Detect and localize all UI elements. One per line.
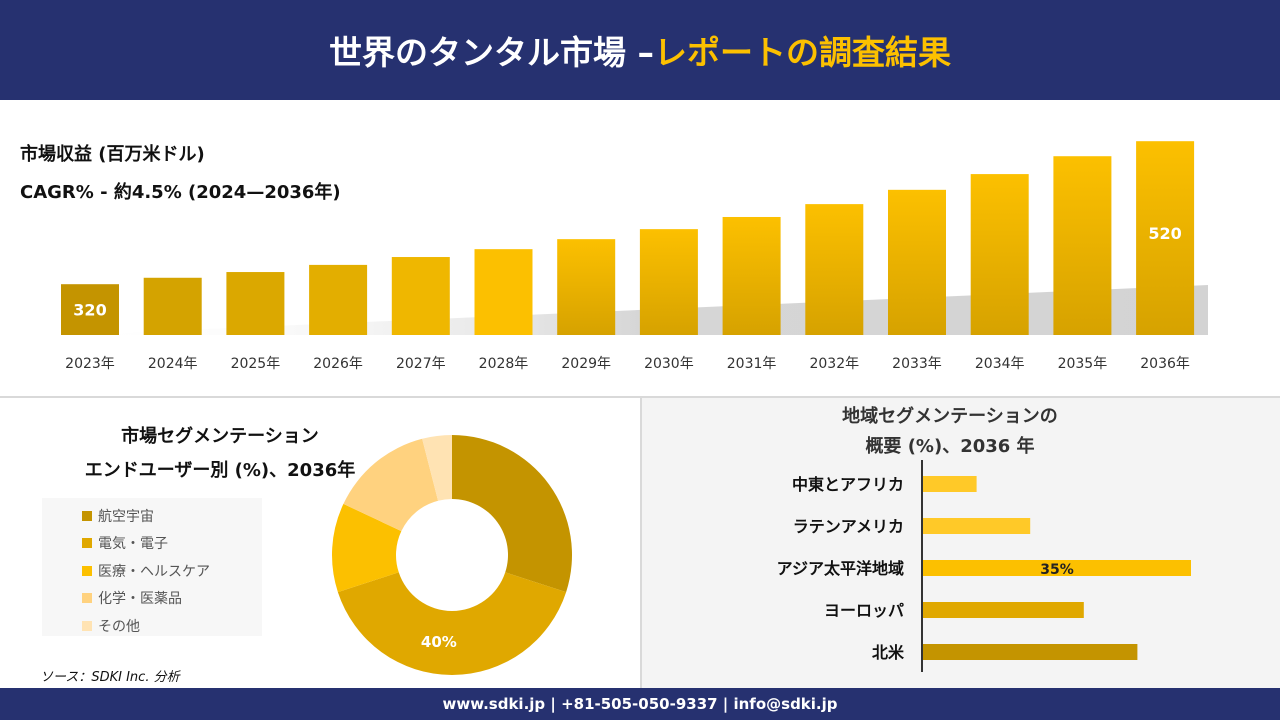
donut-legend: 航空宇宙 電気・電子 医療・ヘルスケア 化学・医薬品 その他 <box>42 498 262 636</box>
divider <box>0 396 1280 398</box>
x-tick-label: 2029年 <box>561 356 611 372</box>
page-header: 世界のタンタル市場 – レポートの調査結果 <box>0 0 1280 100</box>
divider <box>640 398 642 688</box>
bar <box>474 249 533 335</box>
region-title-line2: 概要 (%)、2036 年 <box>865 436 1035 457</box>
donut-slice <box>452 435 572 593</box>
x-tick-label: 2025年 <box>231 356 281 372</box>
y-tick-label: 中東とアフリカ <box>792 475 904 494</box>
legend-swatch <box>82 565 92 576</box>
legend-swatch <box>82 620 92 631</box>
donut-slice <box>337 572 567 675</box>
donut-slice <box>343 438 439 532</box>
region-bar <box>923 518 1031 534</box>
x-tick-label: 2034年 <box>975 356 1025 372</box>
bar <box>226 272 285 335</box>
title-main: 世界のタンタル市場 – <box>329 33 654 72</box>
bar <box>557 239 616 335</box>
data-label: 320 <box>73 301 106 320</box>
source-note: ソース：SDKI Inc. 分析 <box>40 670 180 685</box>
region-bar <box>923 560 1191 576</box>
legend-label: 化学・医薬品 <box>98 591 182 608</box>
bar <box>1053 156 1112 335</box>
legend-swatch <box>82 510 92 521</box>
region-bar <box>923 602 1084 618</box>
bar <box>639 229 698 335</box>
bar <box>888 189 946 335</box>
legend-item: 電気・電子 <box>82 530 262 558</box>
x-tick-label: 2024年 <box>148 356 198 372</box>
bar <box>805 204 864 335</box>
x-tick-label: 2031年 <box>727 356 777 372</box>
x-tick-label: 2023年 <box>65 356 115 372</box>
segment-title: 市場セグメンテーション エンドユーザー別 (%)、2036年 <box>40 420 400 488</box>
donut-slice <box>332 503 402 593</box>
data-label: 35% <box>1040 562 1074 578</box>
x-tick-label: 2028年 <box>479 356 529 372</box>
revenue-bar-chart: 2023年 320 2024年 2025年 2026年 2027年 2028年 2029年 20… <box>61 141 1208 372</box>
x-tick-label: 2036年 <box>1140 356 1190 372</box>
segment-title-line2: エンドユーザー別 (%)、2036年 <box>84 460 356 481</box>
legend-label: 医療・ヘルスケア <box>98 563 210 580</box>
legend-swatch <box>82 538 92 549</box>
region-title: 地域セグメンテーションの 概要 (%)、2036 年 <box>740 402 1160 462</box>
region-bar <box>923 644 1138 660</box>
x-tick-label: 2027年 <box>396 356 446 372</box>
data-label: 40% <box>421 633 457 651</box>
donut-slice <box>422 435 452 501</box>
x-tick-label: 2030年 <box>644 356 694 372</box>
region-title-line1: 地域セグメンテーションの <box>842 406 1058 427</box>
legend-item: 航空宇宙 <box>82 502 262 530</box>
bar <box>1136 141 1195 335</box>
revenue-chart-title: 市場収益 (百万米ドル) <box>20 144 205 165</box>
bar <box>143 277 202 335</box>
region-bar <box>923 476 977 492</box>
x-tick-label: 2035年 <box>1058 356 1108 372</box>
footer-contact: www.sdki.jp | +81-505-050-9337 | info@sd… <box>0 688 1280 720</box>
legend-label: 電気・電子 <box>98 536 168 553</box>
x-tick-label: 2032年 <box>809 356 859 372</box>
title-accent: レポートの調査結果 <box>654 33 951 72</box>
bar <box>309 264 368 335</box>
bar <box>722 216 781 335</box>
y-tick-label: ヨーロッパ <box>824 601 904 620</box>
y-tick-label: 北米 <box>872 643 905 662</box>
enduser-donut-chart: 40% <box>332 435 572 675</box>
segment-title-line1: 市場セグメンテーション <box>121 426 319 447</box>
legend-item: 医療・ヘルスケア <box>82 557 262 585</box>
x-tick-label: 2033年 <box>892 356 942 372</box>
bar <box>391 257 450 335</box>
legend-item: その他 <box>82 612 262 640</box>
data-label: 520 <box>1148 224 1181 243</box>
region-panel <box>642 398 1280 688</box>
y-tick-label: ラテンアメリカ <box>793 517 904 536</box>
cagr-subtitle: CAGR% - 約4.5% (2024—2036年) <box>20 182 341 203</box>
y-tick-label: アジア太平洋地域 <box>777 559 904 578</box>
x-tick-label: 2026年 <box>313 356 363 372</box>
bar <box>61 284 119 335</box>
legend-label: 航空宇宙 <box>98 508 154 525</box>
legend-item: 化学・医薬品 <box>82 585 262 613</box>
legend-swatch <box>82 593 92 604</box>
legend-label: その他 <box>98 618 140 635</box>
bar <box>970 174 1029 335</box>
